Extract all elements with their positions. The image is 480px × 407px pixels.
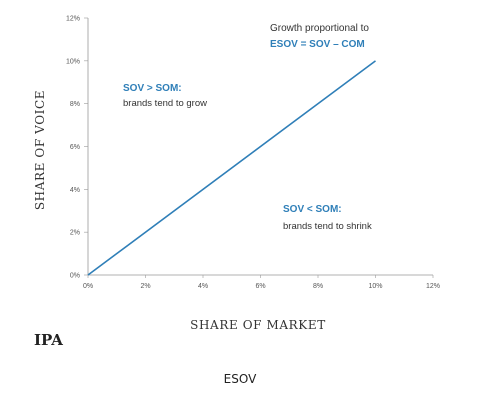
annotation-shrink-body: brands tend to shrink [283,221,372,232]
y-axis-title: SHARE OF VOICE [33,90,47,210]
y-tick-label: 8% [70,101,80,108]
y-tick-label: 4% [70,187,80,194]
annotation-grow-body: brands tend to grow [123,98,207,109]
x-tick-label: 6% [255,283,265,290]
x-tick-label: 0% [83,283,93,290]
y-tick-label: 12% [66,16,80,23]
esov-chart: 0% 2% 4% 6% 8% 10% 12% 0% 2% 4% 6% 8% 10% 12% SHARE O… [33,16,440,350]
chart-series [87,60,376,276]
figure-caption: ESOV [223,372,257,386]
y-tick-label: 10% [66,58,80,65]
x-tick-label: 8% [313,283,323,290]
annotation-growth-line2: ESOV = SOV – COM [270,39,365,50]
sov-som-line [87,60,376,276]
annotation-shrink-head: SOV < SOM: [283,204,342,215]
x-tick-label: 10% [368,283,382,290]
x-tick-label: 4% [198,283,208,290]
x-tick-label: 12% [426,283,440,290]
chart-ticks: 0% 2% 4% 6% 8% 10% 12% 0% 2% 4% 6% 8% 10% 12% [66,16,440,291]
annotation-grow-head: SOV > SOM: [123,83,182,94]
y-tick-label: 6% [70,144,80,151]
y-tick-label: 0% [70,273,80,280]
y-tick-label: 2% [70,230,80,237]
x-tick-label: 2% [140,283,150,290]
ipa-logo: IPA [34,331,63,349]
x-axis-title: SHARE OF MARKET [190,318,326,332]
annotation-growth-line1: Growth proportional to [270,23,369,34]
